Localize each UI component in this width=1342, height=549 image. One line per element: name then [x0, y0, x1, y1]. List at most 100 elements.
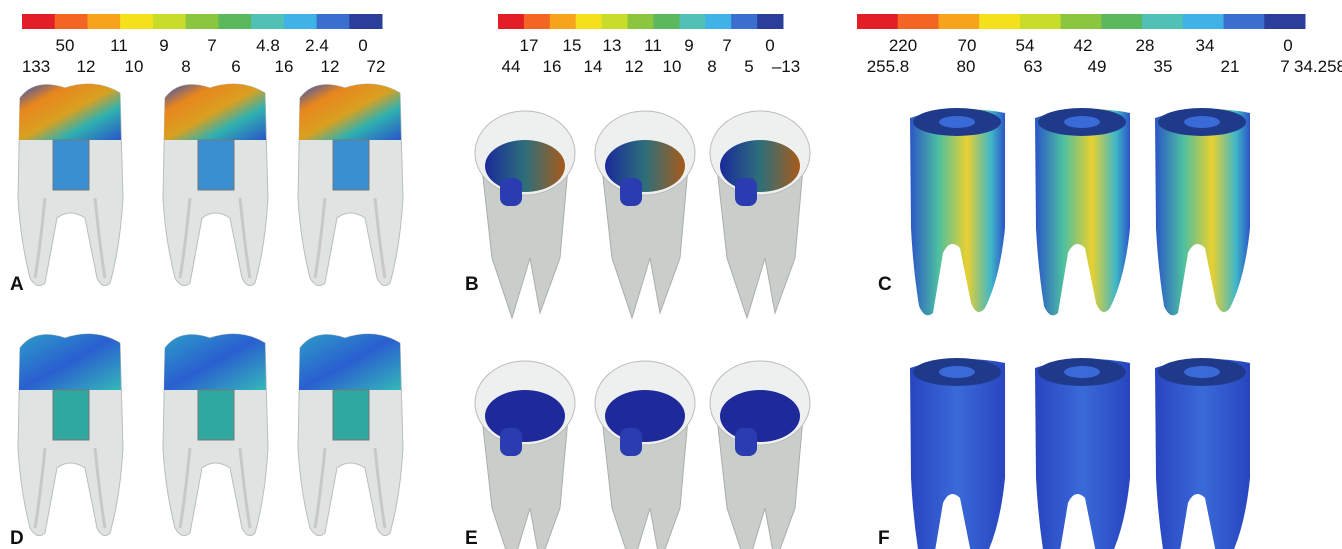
colorbar-label: 0 — [358, 36, 367, 55]
canal-hole — [1184, 366, 1220, 378]
tooth — [910, 358, 1005, 549]
colorbar-label: 255.8 — [867, 57, 910, 76]
canal-hole — [1064, 116, 1100, 128]
colorbar-segment — [120, 14, 153, 29]
colorbar-label: 34 — [1196, 36, 1215, 55]
colorbar-label: 14 — [584, 57, 603, 76]
colorbar-segment — [898, 14, 939, 29]
figure: 5011974.82.40133121086161272171513119704… — [0, 0, 1342, 549]
colorbar-segment — [524, 14, 550, 29]
colorbar-label: 35 — [1154, 57, 1173, 76]
colorbar-label: 13 — [603, 36, 622, 55]
colorbar-label: 54 — [1016, 36, 1035, 55]
crown-stress — [164, 84, 266, 140]
colorbar-label: –13 — [772, 57, 800, 76]
colorbar-segment — [498, 14, 524, 29]
tooth — [1035, 108, 1130, 315]
tooth — [298, 84, 403, 286]
post-stress — [333, 140, 369, 190]
panel-label: C — [878, 274, 892, 295]
colorbar-segment — [251, 14, 284, 29]
colorbar-segment — [979, 14, 1020, 29]
colorbar-label: 8 — [707, 57, 716, 76]
post-stress — [198, 390, 234, 440]
core-stress — [605, 390, 685, 442]
tooth — [475, 361, 575, 549]
panel-label: E — [465, 528, 478, 549]
tooth — [910, 108, 1005, 315]
panel-label: F — [878, 528, 890, 549]
crown-stress — [299, 334, 401, 390]
colorbar-segment — [705, 14, 731, 29]
colorbar-label: 72 — [367, 57, 386, 76]
colorbar-segment — [602, 14, 628, 29]
colorbar-segment — [87, 14, 120, 29]
colorbar-label: 220 — [889, 36, 917, 55]
post-stress — [500, 178, 522, 206]
colorbar-label: 2.4 — [305, 36, 329, 55]
colorbar-label: 12 — [625, 57, 644, 76]
colorbar-label: 12 — [321, 57, 340, 76]
tooth — [18, 334, 123, 536]
post-stress — [620, 178, 642, 206]
post-stress — [198, 140, 234, 190]
colorbar-label: 12 — [77, 57, 96, 76]
tooth — [710, 361, 810, 549]
colorbar-segment — [22, 14, 55, 29]
tooth — [595, 111, 695, 318]
tooth — [163, 84, 268, 286]
colorbar-label: 16 — [543, 57, 562, 76]
colorbar-label: 4.8 — [256, 36, 280, 55]
colorbar-label: 50 — [56, 36, 75, 55]
tooth-stress — [910, 359, 1005, 549]
tooth-stress — [1035, 109, 1130, 315]
core-stress — [720, 140, 800, 192]
colorbar-label: 10 — [125, 57, 144, 76]
core-stress — [485, 140, 565, 192]
colorbar-label: 63 — [1024, 57, 1043, 76]
colorbar-label: 16 — [275, 57, 294, 76]
colorbar-segment — [1101, 14, 1142, 29]
colorbar-label: 8 — [181, 57, 190, 76]
tooth — [298, 334, 403, 536]
colorbar-segment — [284, 14, 317, 29]
colorbar-segment — [1183, 14, 1224, 29]
colorbar-label: 0 — [765, 36, 774, 55]
tooth — [18, 84, 123, 286]
colorbar-segment — [938, 14, 979, 29]
tooth — [1035, 358, 1130, 549]
tooth-stress — [1155, 359, 1250, 549]
colorbar-label: 42 — [1074, 36, 1093, 55]
colorbar-segment — [218, 14, 251, 29]
post-stress — [53, 140, 89, 190]
colorbar-segment — [153, 14, 186, 29]
colorbar-segment — [653, 14, 679, 29]
panel-label: D — [10, 528, 24, 549]
canal-hole — [1064, 366, 1100, 378]
colorbar-label: 9 — [684, 36, 693, 55]
post-stress — [735, 178, 757, 206]
colorbar-segment — [576, 14, 602, 29]
colorbar-label: 17 — [520, 36, 539, 55]
colorbar-label: 133 — [22, 57, 50, 76]
canal-hole — [939, 116, 975, 128]
colorbar-label: 49 — [1088, 57, 1107, 76]
tooth — [1155, 108, 1250, 315]
core-stress — [720, 390, 800, 442]
panel-label: B — [465, 274, 479, 295]
colorbar-label: 15 — [563, 36, 582, 55]
tooth — [163, 334, 268, 536]
colorbar-segment — [317, 14, 350, 29]
colorbar-label: 7 — [207, 36, 216, 55]
colorbar-segment — [628, 14, 654, 29]
post-stress — [333, 390, 369, 440]
colorbar-label: 80 — [957, 57, 976, 76]
colorbar-segment — [679, 14, 705, 29]
colorbar-segment — [1020, 14, 1061, 29]
colorbar-segment — [186, 14, 219, 29]
colorbar-label: 11 — [110, 36, 128, 55]
colorbar-label: 9 — [159, 36, 168, 55]
colorbar-label: 6 — [231, 57, 240, 76]
colorbar-label: 11 — [644, 36, 662, 55]
colorbar-label: 5 — [744, 57, 753, 76]
